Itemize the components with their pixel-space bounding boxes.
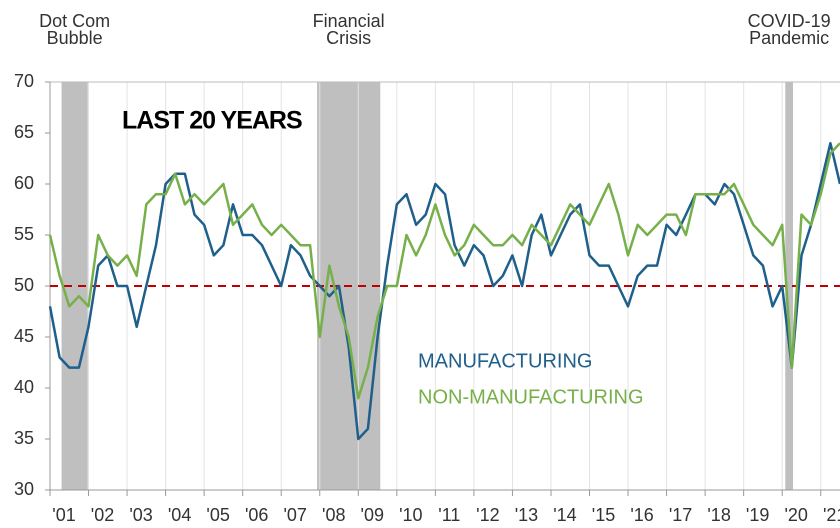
- x-tick-label: '01: [52, 505, 75, 525]
- recession-band: [785, 82, 793, 490]
- heading: LAST 20 YEARS: [122, 107, 302, 135]
- x-tick-label: '19: [746, 505, 769, 525]
- x-tick-label: '06: [245, 505, 268, 525]
- x-tick-label: '10: [399, 505, 422, 525]
- x-tick-label: '12: [476, 505, 499, 525]
- legend-label: MANUFACTURING: [418, 350, 592, 372]
- y-tick-label: 70: [14, 71, 34, 91]
- legend-label: NON-MANUFACTURING: [418, 386, 644, 408]
- x-tick-label: '04: [168, 505, 191, 525]
- x-tick-label: '16: [630, 505, 653, 525]
- y-tick-label: 55: [14, 224, 34, 244]
- x-tick-label: '21: [823, 505, 840, 525]
- x-tick-label: '17: [669, 505, 692, 525]
- x-tick-label: '15: [592, 505, 615, 525]
- x-tick-label: '03: [129, 505, 152, 525]
- x-tick-label: '13: [515, 505, 538, 525]
- y-tick-label: 35: [14, 428, 34, 448]
- series-line: [48, 141, 840, 441]
- recession-label: Crisis: [326, 28, 371, 48]
- recession-label: Financial: [313, 11, 385, 31]
- y-tick-label: 65: [14, 122, 34, 142]
- x-tick-label: '14: [553, 505, 576, 525]
- x-tick-label: '18: [707, 505, 730, 525]
- recession-label: Pandemic: [749, 28, 829, 48]
- recession-label: Dot Com: [39, 11, 110, 31]
- x-tick-label: '07: [283, 505, 306, 525]
- x-tick-label: '09: [361, 505, 384, 525]
- recession-label: COVID-19: [748, 11, 831, 31]
- x-tick-label: '11: [438, 505, 460, 525]
- x-tick-label: '20: [784, 505, 807, 525]
- recession-label: Bubble: [47, 28, 103, 48]
- y-tick-label: 40: [14, 377, 34, 397]
- y-tick-label: 50: [14, 275, 34, 295]
- series-line: [48, 142, 840, 400]
- x-tick-label: '02: [91, 505, 114, 525]
- y-tick-label: 60: [14, 173, 34, 193]
- y-tick-label: 30: [14, 479, 34, 499]
- y-tick-label: 45: [14, 326, 34, 346]
- x-tick-label: '08: [322, 505, 345, 525]
- x-tick-label: '05: [206, 505, 229, 525]
